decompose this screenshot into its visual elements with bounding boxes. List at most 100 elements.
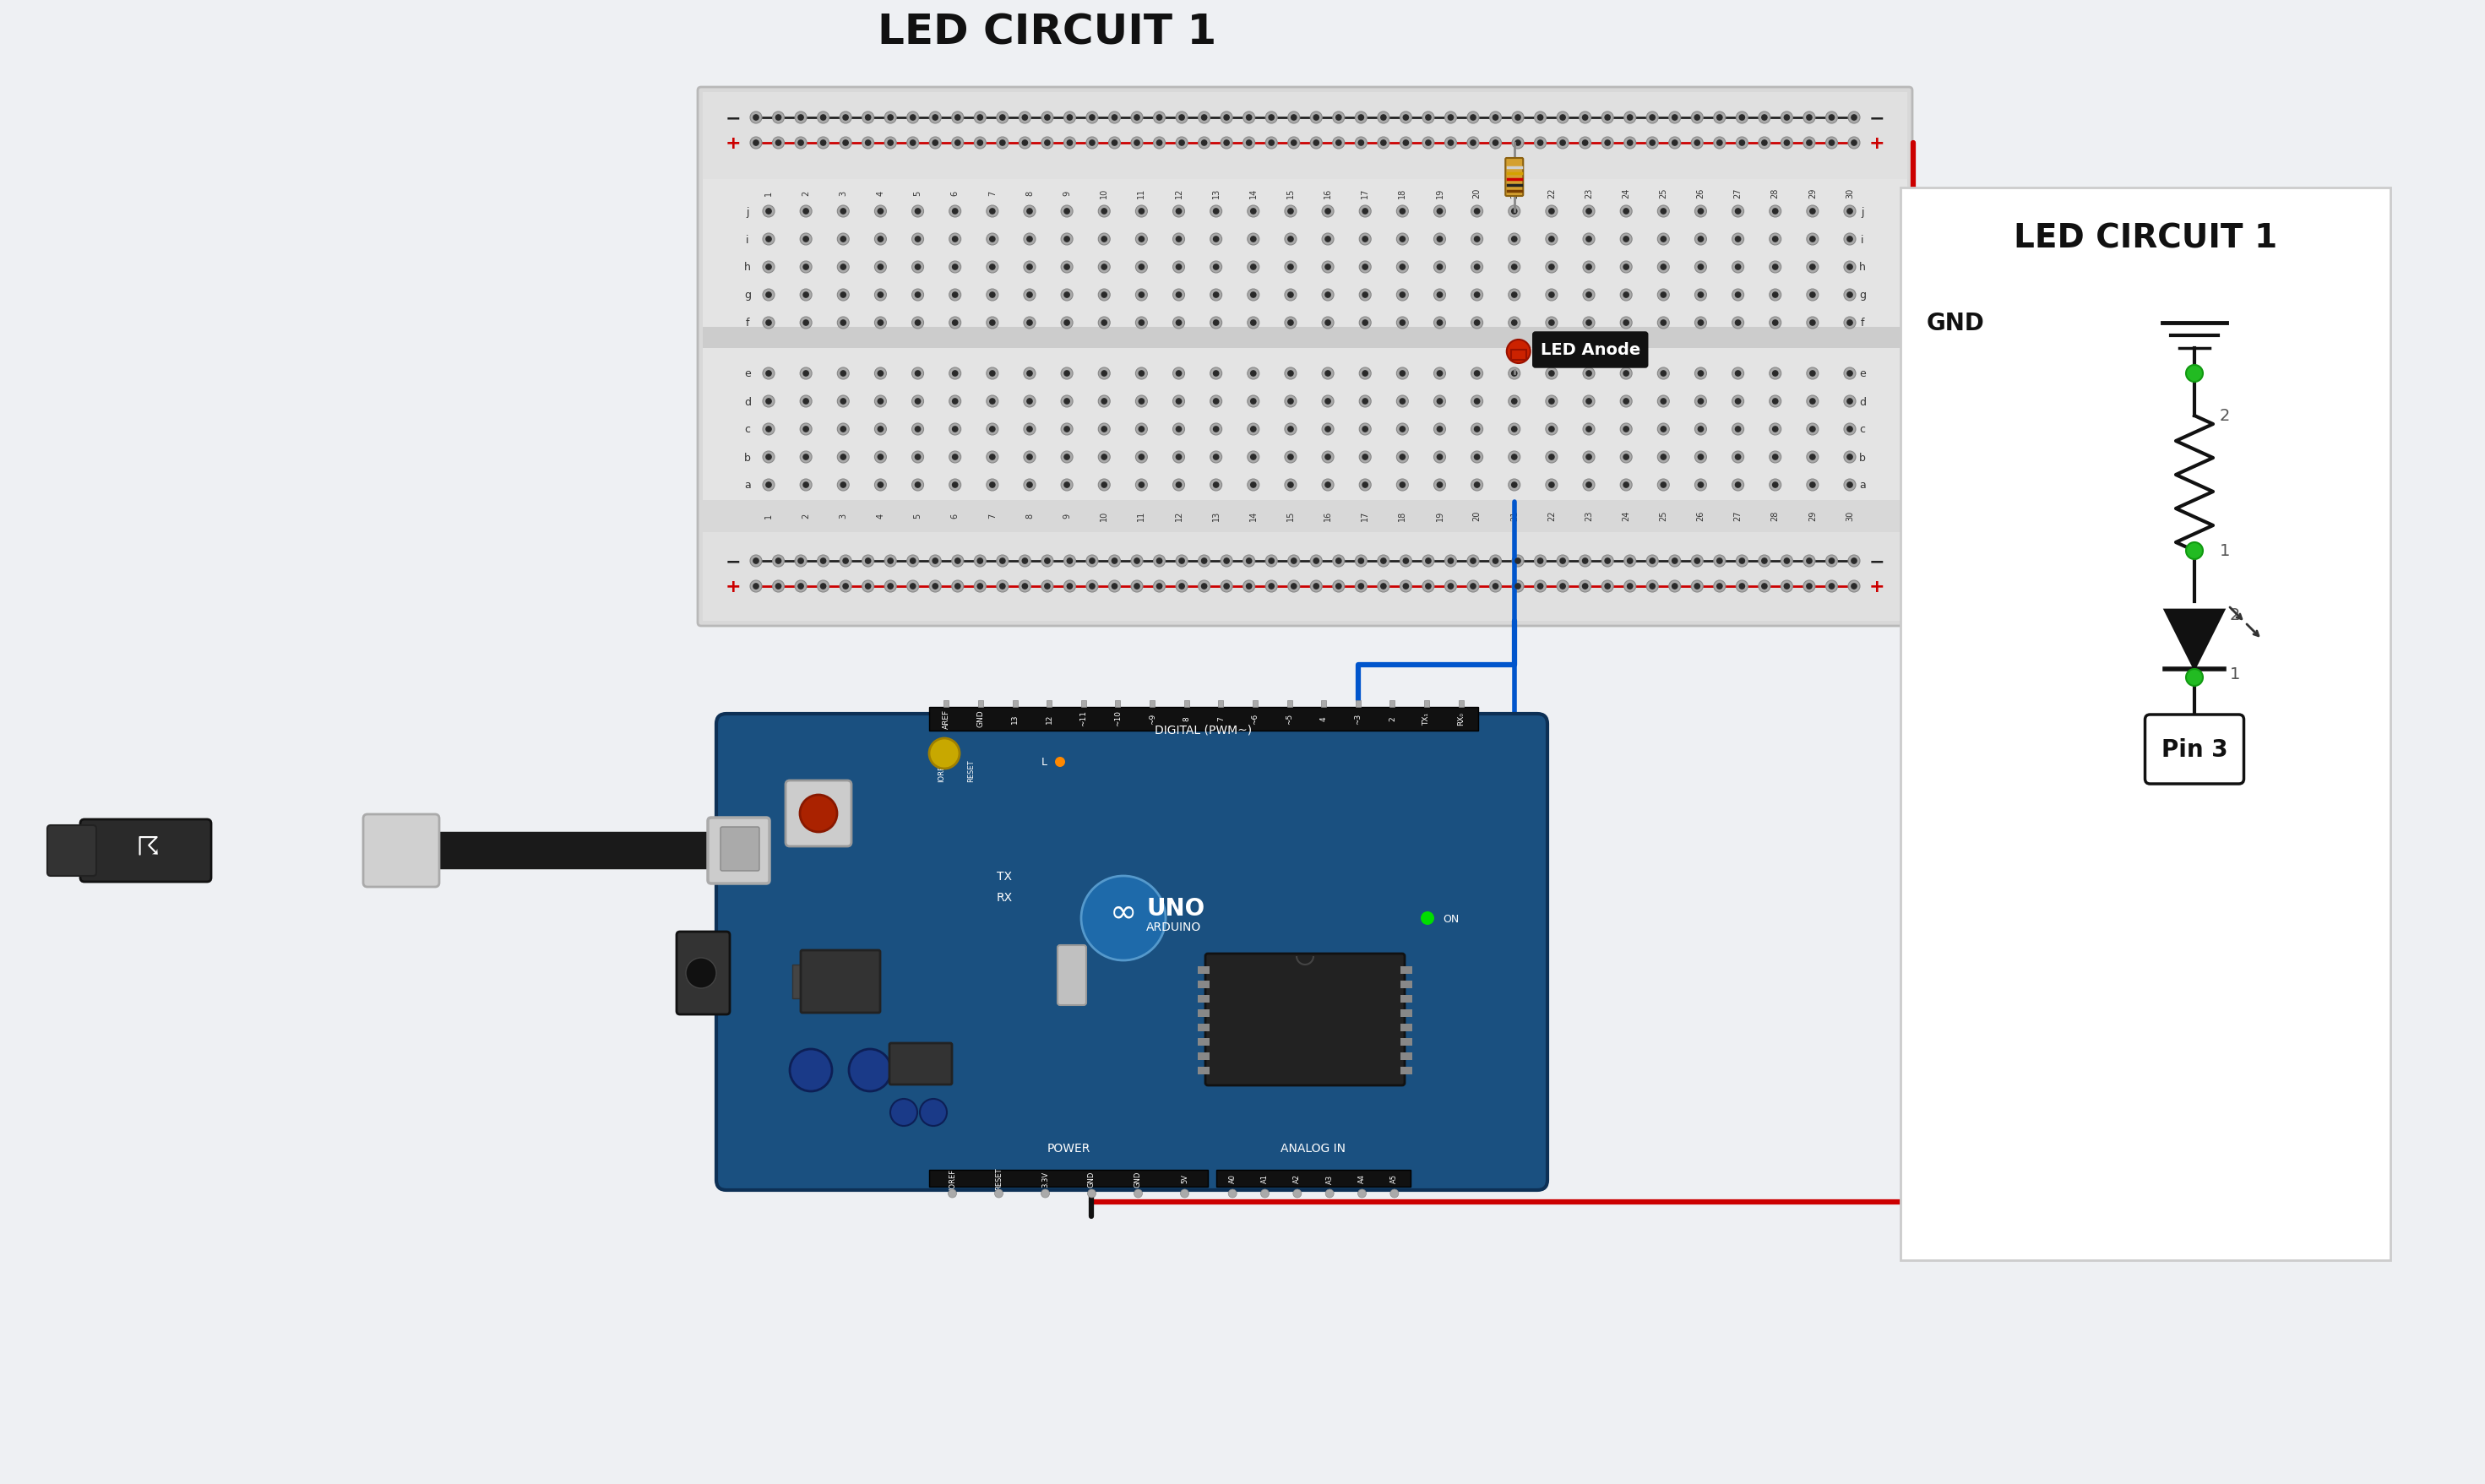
Circle shape [2187,543,2202,559]
Circle shape [1153,555,1165,567]
Circle shape [1807,261,1819,273]
Circle shape [1175,113,1188,125]
Circle shape [763,479,775,491]
Circle shape [1829,141,1834,147]
Text: 11: 11 [1138,188,1146,199]
Circle shape [1715,113,1725,125]
Text: A2: A2 [1295,1174,1302,1183]
Circle shape [1446,114,1454,122]
Text: 19: 19 [1436,188,1444,199]
Circle shape [1136,396,1148,408]
Circle shape [1153,580,1165,592]
Circle shape [1220,138,1233,150]
Bar [1511,350,1526,361]
Circle shape [1807,141,1812,147]
Circle shape [1804,555,1814,567]
Text: IOREF: IOREF [949,1168,957,1189]
Circle shape [1260,1189,1270,1198]
Circle shape [1285,396,1297,408]
Circle shape [1064,580,1076,592]
Circle shape [1250,292,1257,298]
Circle shape [1136,368,1148,380]
Circle shape [1399,555,1411,567]
Text: 21: 21 [1511,188,1518,199]
Circle shape [1697,399,1705,405]
Circle shape [803,209,810,215]
Circle shape [1623,371,1630,377]
Circle shape [999,141,1006,147]
Circle shape [1474,371,1481,377]
Circle shape [803,292,810,298]
Circle shape [840,371,847,377]
Circle shape [1312,583,1320,591]
Circle shape [1334,583,1342,591]
Circle shape [1444,555,1456,567]
Circle shape [1250,264,1257,272]
Circle shape [1359,318,1372,329]
Circle shape [1474,399,1481,405]
Circle shape [1807,234,1819,246]
Circle shape [1466,580,1479,592]
Circle shape [1334,141,1342,147]
Circle shape [929,138,942,150]
Circle shape [885,138,897,150]
Circle shape [1156,558,1163,564]
Circle shape [763,424,775,436]
Circle shape [1210,479,1223,491]
Circle shape [1136,234,1148,246]
Circle shape [818,113,830,125]
Text: 20: 20 [1474,510,1481,521]
Circle shape [1198,138,1210,150]
Circle shape [790,1049,832,1091]
Circle shape [750,138,763,150]
Circle shape [1285,318,1297,329]
Circle shape [875,479,887,491]
Circle shape [1695,289,1707,301]
Circle shape [1784,114,1789,122]
Circle shape [800,451,813,463]
Text: ANALOG IN: ANALOG IN [1280,1143,1347,1155]
Circle shape [1620,368,1633,380]
Circle shape [1213,209,1220,215]
Circle shape [875,396,887,408]
Text: 26: 26 [1697,188,1705,199]
Circle shape [1287,209,1295,215]
Circle shape [1583,206,1595,218]
Circle shape [1546,479,1558,491]
Circle shape [1548,236,1556,243]
Text: 12: 12 [1046,714,1054,723]
Circle shape [840,482,847,488]
Circle shape [1322,261,1334,273]
Circle shape [1583,261,1595,273]
Circle shape [1620,396,1633,408]
FancyBboxPatch shape [890,1043,952,1085]
Circle shape [1021,558,1029,564]
Circle shape [1546,261,1558,273]
Circle shape [1660,399,1667,405]
Circle shape [1357,1189,1367,1198]
Circle shape [1692,580,1702,592]
Circle shape [1807,583,1812,591]
Circle shape [977,114,984,122]
Circle shape [1250,209,1257,215]
Circle shape [1732,206,1744,218]
Circle shape [1436,371,1444,377]
Circle shape [765,454,773,460]
Circle shape [1066,583,1074,591]
Circle shape [1397,424,1409,436]
Circle shape [1657,289,1670,301]
Circle shape [1250,321,1257,326]
Circle shape [1695,114,1700,122]
Circle shape [1322,206,1334,218]
Circle shape [1421,113,1434,125]
Text: 2: 2 [1389,715,1397,721]
Circle shape [1021,141,1029,147]
Circle shape [1548,321,1556,326]
Circle shape [1175,292,1183,298]
Circle shape [1809,209,1817,215]
Circle shape [1511,113,1523,125]
Circle shape [1108,580,1121,592]
Circle shape [1287,138,1300,150]
Circle shape [1471,261,1484,273]
Circle shape [1660,292,1667,298]
